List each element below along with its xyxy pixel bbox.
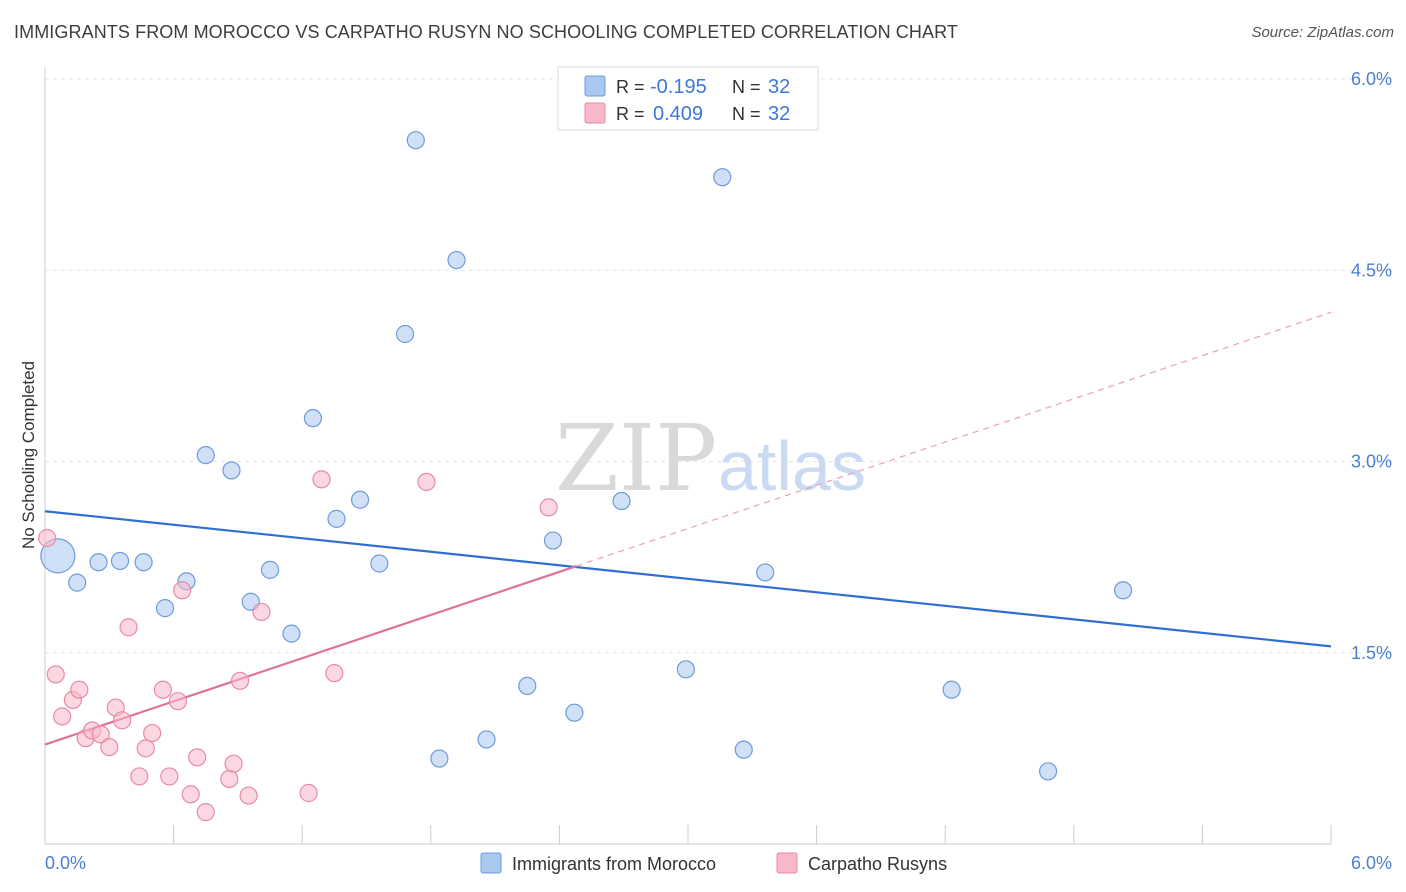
legend-bottom-label-morocco: Immigrants from Morocco [512,854,716,874]
legend-swatch-morocco [584,75,606,97]
watermark: ZIP atlas [555,405,866,512]
chart-title: IMMIGRANTS FROM MOROCCO VS CARPATHO RUSY… [14,22,958,42]
point-morocco-2 [89,553,108,572]
point-morocco-16 [395,324,415,344]
point-morocco-14 [350,490,370,509]
legend-bottom-swatch-rusyn [776,852,798,874]
point-rusyn-20 [188,748,207,767]
point-morocco-0 [40,538,76,574]
legend-r-value-morocco: -0.195 [650,76,707,98]
legend-bottom-label-rusyn: Carpatho Rusyns [808,854,947,874]
y-tick-label-2: 4.5% [1351,260,1392,280]
point-morocco-21 [518,676,537,696]
point-morocco-5 [155,599,175,618]
point-rusyn-23 [224,754,243,773]
y-tick-label-3: 6.0% [1351,69,1392,89]
point-rusyn-27 [299,783,318,803]
point-morocco-8 [222,461,241,480]
point-rusyn-29 [325,664,344,683]
point-rusyn-8 [100,737,119,757]
legend-n-value-rusyn: 32 [768,103,790,125]
x-tick-label-1: 6.0% [1351,853,1392,873]
point-rusyn-1 [46,665,65,684]
watermark-zip: ZIP [555,405,717,512]
point-morocco-27 [713,168,732,187]
axes [44,67,1332,845]
point-morocco-28 [756,563,775,582]
point-rusyn-26 [252,602,271,622]
source-label: Source: ZipAtlas.com [1251,24,1394,41]
watermark-atlas: atlas [718,427,866,505]
point-rusyn-30 [417,472,436,491]
data-points [38,131,1133,822]
point-rusyn-24 [230,671,250,690]
x-tick-label-0: 0.0% [45,853,86,873]
point-morocco-31 [1113,581,1133,600]
y-tick-label-1: 3.0% [1351,452,1392,472]
tick-labels: 1.5% 3.0% 4.5% 6.0% 0.0% 6.0% [45,69,1392,873]
point-morocco-25 [676,660,695,679]
point-rusyn-21 [196,803,215,822]
legend-n-label-rusyn: N = [732,104,761,124]
point-rusyn-19 [181,785,200,804]
point-morocco-20 [477,730,496,749]
point-morocco-7 [196,446,215,465]
point-rusyn-17 [168,692,187,711]
point-rusyn-7 [91,725,110,744]
point-rusyn-0 [38,528,57,548]
legend-n-label-morocco: N = [732,77,761,97]
point-rusyn-11 [119,618,138,637]
point-morocco-15 [370,554,389,573]
point-morocco-12 [303,409,323,428]
legend-top: R = -0.195 N = 32 R = 0.409 N = 32 [557,66,819,131]
point-morocco-3 [110,551,130,571]
point-morocco-1 [68,573,87,592]
point-morocco-22 [543,531,563,550]
trend-line-rusyn-projection [576,311,1332,567]
legend-r-label-morocco: R = [616,77,645,97]
point-rusyn-12 [130,767,149,786]
point-rusyn-31 [539,498,558,517]
trend-line-morocco [44,510,1332,648]
point-morocco-24 [612,491,631,511]
legend-r-label-rusyn: R = [616,104,645,124]
y-tick-label-0: 1.5% [1351,643,1392,663]
point-morocco-19 [447,250,466,270]
legend-swatch-rusyn [584,102,606,124]
point-morocco-11 [282,624,301,643]
point-morocco-29 [942,680,961,699]
point-rusyn-25 [239,786,258,805]
point-morocco-30 [1038,762,1058,781]
point-rusyn-18 [173,581,192,600]
trend-line-rusyn [44,565,577,746]
y-axis-label: No Schooling Completed [19,361,38,549]
legend-r-value-rusyn: 0.409 [653,103,703,125]
point-rusyn-13 [136,739,155,758]
point-morocco-18 [430,749,449,768]
point-rusyn-4 [70,680,89,699]
point-morocco-26 [734,740,753,759]
point-morocco-23 [565,703,584,722]
point-rusyn-15 [153,680,172,699]
point-rusyn-28 [312,470,331,489]
point-morocco-13 [327,509,346,528]
point-rusyn-14 [143,723,162,743]
trend-lines [44,311,1332,746]
point-morocco-4 [134,553,153,572]
point-rusyn-16 [160,767,179,786]
legend-n-value-morocco: 32 [768,76,790,98]
point-morocco-10 [260,560,280,579]
grid-lines [45,78,1392,654]
point-rusyn-2 [53,707,72,726]
point-morocco-17 [406,131,425,150]
legend-bottom: Immigrants from Morocco Carpatho Rusyns [480,852,947,874]
point-rusyn-22 [220,769,239,789]
point-rusyn-10 [113,711,132,730]
legend-bottom-swatch-morocco [480,852,502,874]
